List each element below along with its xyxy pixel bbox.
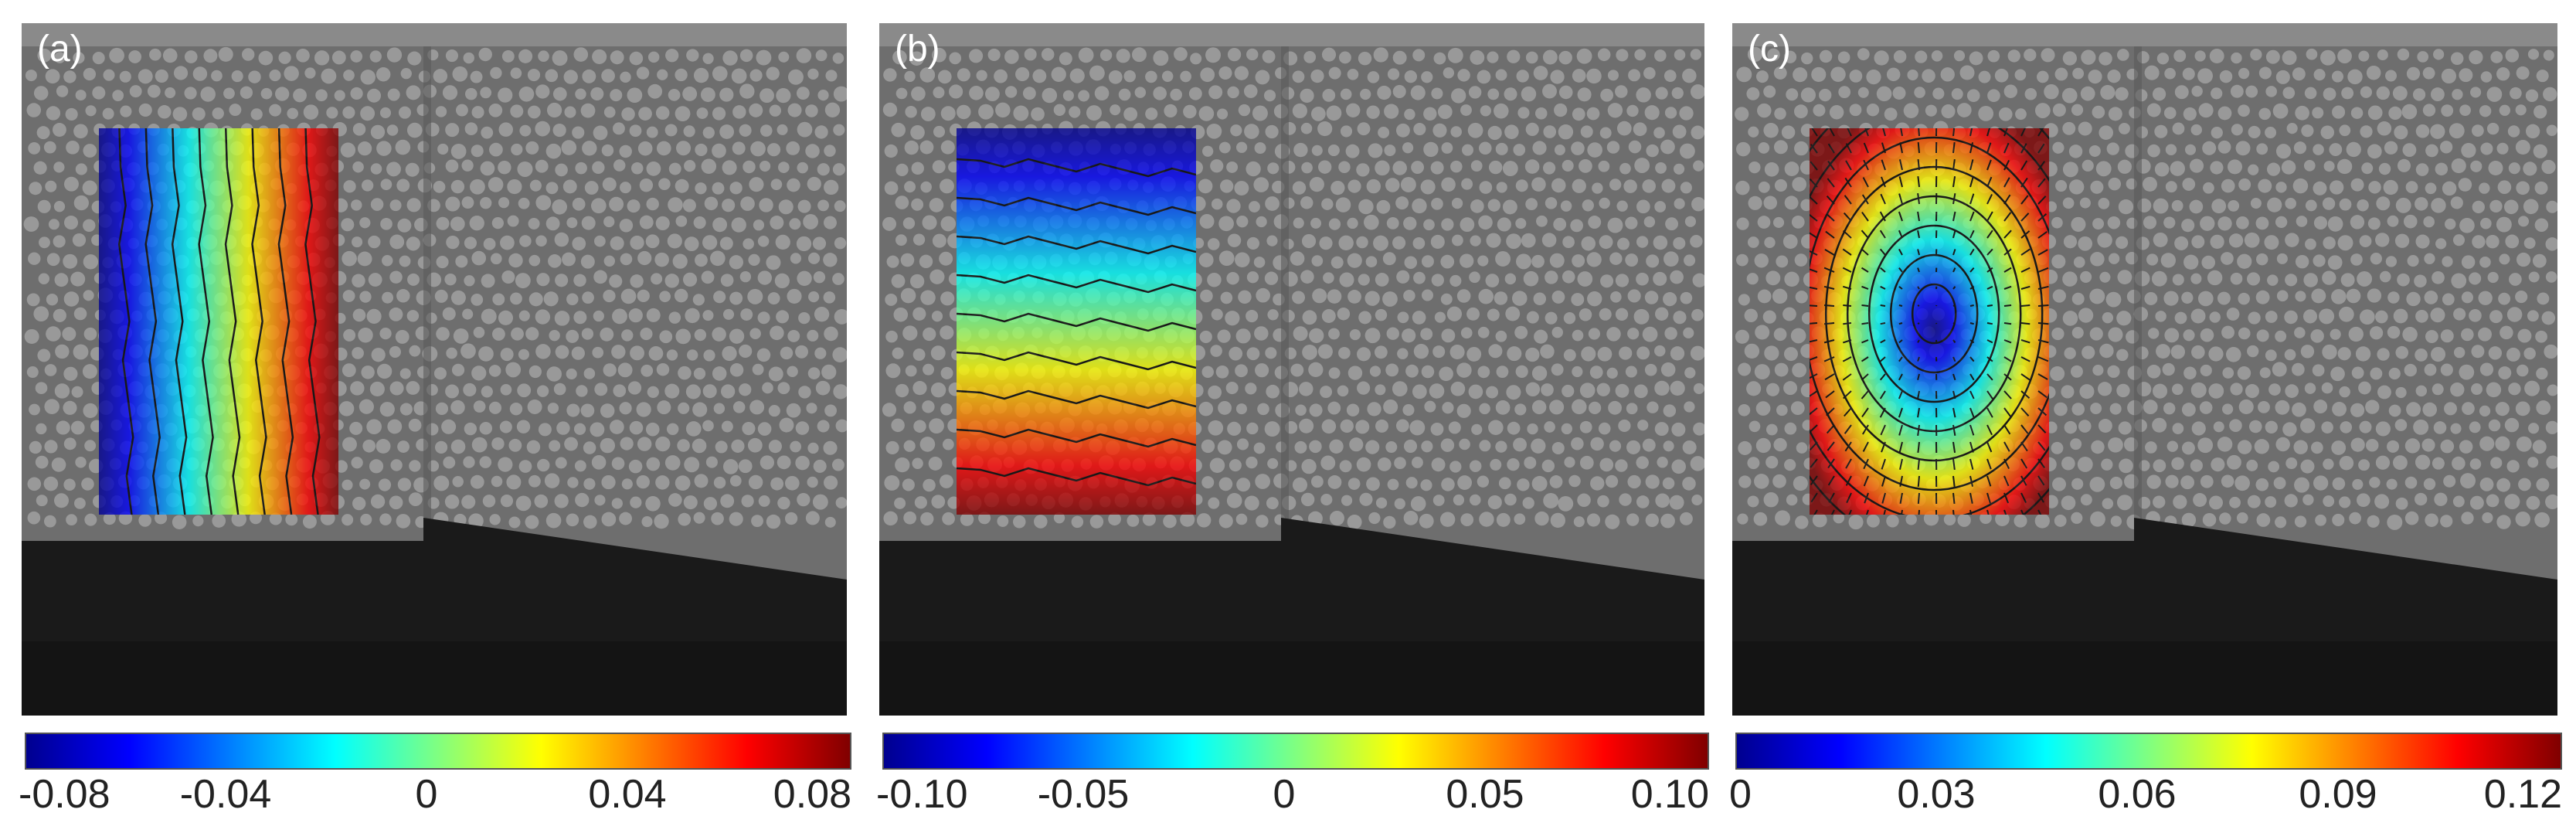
colorbar-tick-label: 0.05 (1446, 772, 1524, 817)
colorbar-tick-label: 0.04 (588, 772, 667, 817)
colorbar-tick-label: 0.12 (2483, 772, 2562, 817)
colorbar-tick-label: -0.05 (1037, 772, 1130, 817)
colorbar-ticks: 0 0.03 0.06 0.09 0.12 (1729, 771, 2562, 825)
panel-label: (c) (1748, 29, 1791, 70)
colorbar-tick-label: 0.08 (773, 772, 851, 817)
panel-3: (c) 0 0.03 0.06 0.09 0.12 (1711, 0, 2562, 833)
specimen-image: (b) (879, 23, 1704, 716)
colorbar-tick-label: -0.04 (179, 772, 272, 817)
colorbar (25, 733, 851, 770)
colorbar-ticks: -0.10 -0.05 0 0.05 0.10 (876, 771, 1709, 825)
specimen-image: (c) (1732, 23, 2557, 716)
colorbar (882, 733, 1709, 770)
panel-2: (b) -0.10 -0.05 0 0.05 0.10 (858, 0, 1709, 833)
panel-label: (a) (37, 29, 83, 70)
colorbar-tick-label: -0.10 (876, 772, 968, 817)
colorbar (1735, 733, 2562, 770)
colorbar-tick-label: 0 (415, 772, 438, 817)
colorbar-tick-label: -0.08 (19, 772, 110, 817)
colorbar-tick-label: 0.09 (2299, 772, 2377, 817)
colorbar-tick-label: 0 (1729, 772, 1752, 817)
panel-1: (a) -0.08 -0.04 0 0.04 0.08 (0, 0, 851, 833)
specimen-image: (a) (22, 23, 847, 716)
colorbar-tick-label: 0.03 (1897, 772, 1976, 817)
colorbar-tick-label: 0.10 (1630, 772, 1709, 817)
colorbar-tick-label: 0.06 (2098, 772, 2177, 817)
colorbar-ticks: -0.08 -0.04 0 0.04 0.08 (19, 771, 851, 825)
colorbar-tick-label: 0 (1273, 772, 1296, 817)
panel-label: (b) (895, 29, 940, 70)
